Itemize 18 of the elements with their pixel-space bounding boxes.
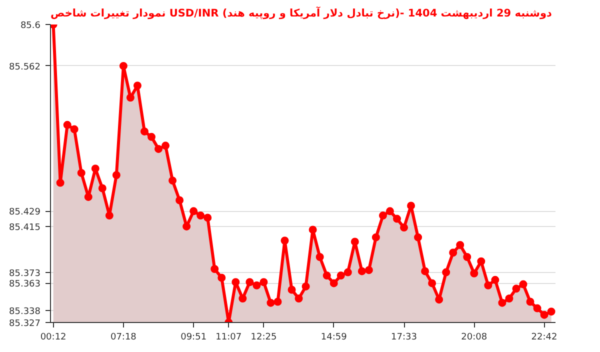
x-tick-label: 20:08 xyxy=(461,332,488,342)
y-tick-label: 85.373 xyxy=(9,268,41,279)
x-tick-label: 22:42 xyxy=(531,332,558,342)
y-tick-label: 85.562 xyxy=(9,62,41,72)
y-tick-label: 85.415 xyxy=(9,222,41,233)
chart-title: نمودار تغییرات شاخص USD/INR (نرخ تبادل دلار آمریکا و روپیه هند)- دوشنبه 29 اردیبهشت 1404 xyxy=(50,6,553,20)
x-tick-label: 07:18 xyxy=(110,332,137,342)
x-tick-label: 17:33 xyxy=(391,332,417,342)
x-tick-label: 00:12 xyxy=(40,332,66,342)
x-tick-label: 14:59 xyxy=(320,332,348,342)
x-tick-label: 11:07 xyxy=(216,332,242,342)
y-tick-label: 85.6 xyxy=(20,21,41,31)
x-tick-label: 09:51 xyxy=(180,332,207,342)
y-tick-label: 85.363 xyxy=(9,280,41,290)
y-tick-label: 85.429 xyxy=(9,208,41,218)
y-tick-label: 85.338 xyxy=(9,306,41,317)
x-tick-label: 12:25 xyxy=(250,332,277,342)
y-tick-label: 85.327 xyxy=(9,319,41,329)
